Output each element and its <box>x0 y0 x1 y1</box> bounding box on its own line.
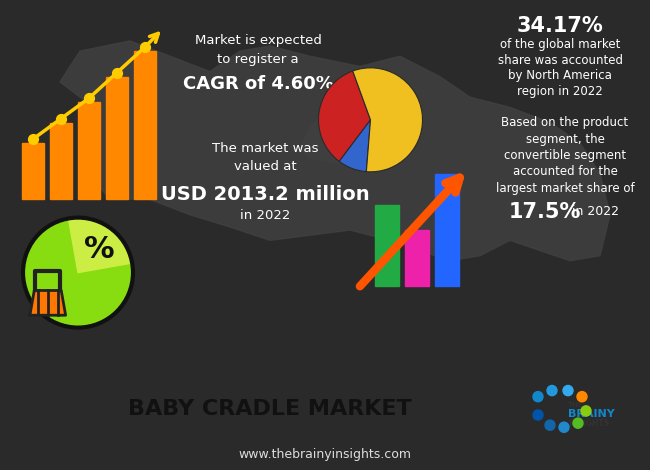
Text: valued at: valued at <box>234 160 296 173</box>
Bar <box>405 230 429 286</box>
Circle shape <box>547 385 557 396</box>
Wedge shape <box>318 71 370 161</box>
Point <box>112 69 122 76</box>
Text: of the global market: of the global market <box>500 39 620 52</box>
Point <box>56 115 66 122</box>
Circle shape <box>581 406 591 416</box>
Wedge shape <box>353 68 422 172</box>
Point <box>28 135 38 143</box>
Circle shape <box>533 410 543 420</box>
Bar <box>134 51 156 199</box>
Text: Based on the product: Based on the product <box>501 116 629 129</box>
Circle shape <box>559 422 569 432</box>
Text: USD 2013.2 million: USD 2013.2 million <box>161 185 369 204</box>
Circle shape <box>533 392 543 402</box>
Text: in 2022: in 2022 <box>240 209 290 222</box>
Circle shape <box>23 218 133 328</box>
Circle shape <box>573 418 583 428</box>
Text: in 2022: in 2022 <box>567 205 619 218</box>
Text: largest market share of: largest market share of <box>496 181 634 195</box>
Text: share was accounted: share was accounted <box>497 54 623 67</box>
Polygon shape <box>300 92 380 164</box>
Bar <box>435 174 459 286</box>
Text: segment, the: segment, the <box>526 133 604 146</box>
Bar <box>375 204 399 286</box>
Text: CAGR of 4.60%: CAGR of 4.60% <box>183 75 333 93</box>
Text: %: % <box>84 235 114 264</box>
Text: BRAINY: BRAINY <box>568 409 615 419</box>
Circle shape <box>563 385 573 396</box>
Text: region in 2022: region in 2022 <box>517 85 603 97</box>
Text: convertible segment: convertible segment <box>504 149 626 162</box>
Text: by North America: by North America <box>508 69 612 82</box>
Text: www.thebrainyinsights.com: www.thebrainyinsights.com <box>239 447 411 461</box>
Circle shape <box>577 392 587 402</box>
Bar <box>50 123 72 199</box>
Point <box>140 43 150 51</box>
Text: accounted for the: accounted for the <box>513 165 618 178</box>
Circle shape <box>545 420 555 431</box>
Wedge shape <box>68 218 132 273</box>
Polygon shape <box>60 41 610 261</box>
Text: 17.5%: 17.5% <box>509 202 581 222</box>
Text: 34.17%: 34.17% <box>517 16 603 36</box>
Text: Market is expected: Market is expected <box>194 34 322 47</box>
Bar <box>22 143 44 199</box>
Text: THE: THE <box>568 402 584 408</box>
Bar <box>78 102 100 199</box>
Bar <box>106 77 128 199</box>
Text: BABY CRADLE MARKET: BABY CRADLE MARKET <box>128 399 412 419</box>
Point <box>84 94 94 102</box>
Text: to register a: to register a <box>217 53 299 66</box>
Wedge shape <box>339 120 370 172</box>
Polygon shape <box>30 290 66 315</box>
Text: The market was: The market was <box>212 142 318 155</box>
Text: INSIGHTS: INSIGHTS <box>568 419 609 428</box>
